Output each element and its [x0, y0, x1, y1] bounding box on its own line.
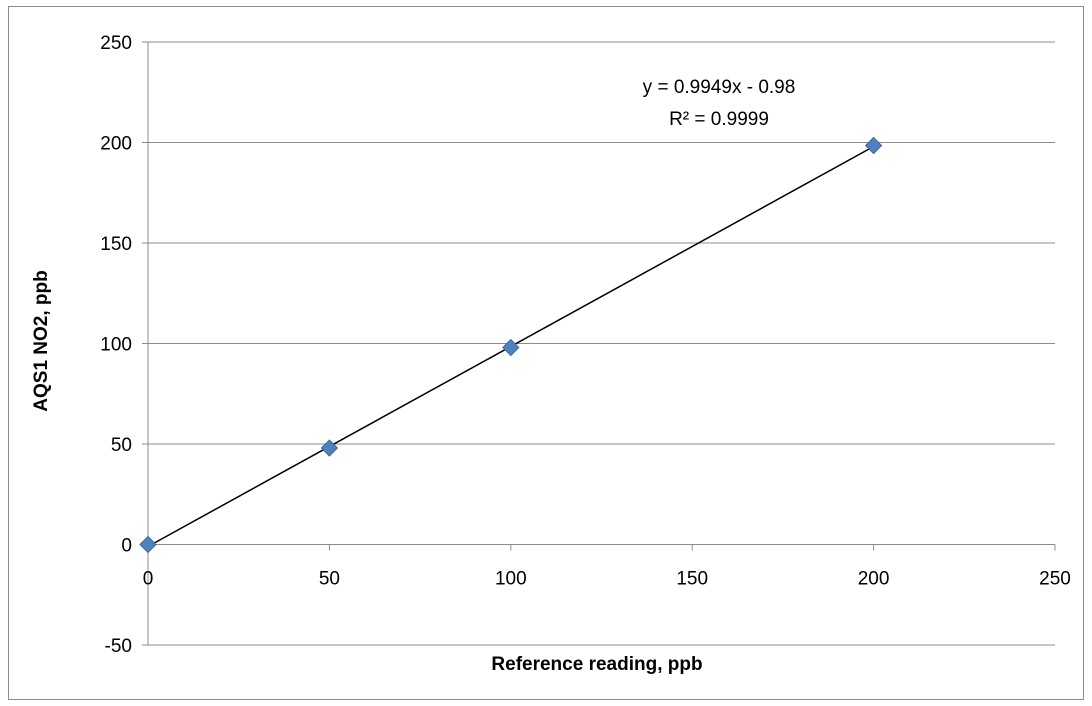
- data-point-marker: [320, 439, 339, 457]
- scatter-chart: -50 0 50 100 150 200 250 0 50 100 150 200 250 Refere…: [31, 33, 1071, 675]
- x-tick-label: 150: [676, 569, 708, 590]
- y-tick-label: 150: [100, 234, 132, 255]
- data-points: [139, 136, 883, 554]
- data-point-marker: [502, 338, 520, 357]
- x-tick-label: 200: [858, 569, 890, 590]
- y-tick-label: 100: [100, 335, 132, 356]
- gridlines: [148, 41, 1055, 646]
- trendline-r-squared: R² = 0.9999: [669, 109, 769, 130]
- y-tick-label: 250: [100, 33, 132, 54]
- x-tick-label: 0: [143, 569, 154, 590]
- x-tick-label: 100: [495, 569, 527, 590]
- x-tick-label: 50: [319, 569, 340, 590]
- tick-labels: -50 0 50 100 150 200 250 0 50 100 150 200 250: [100, 33, 1071, 657]
- y-tick-label: 0: [121, 536, 132, 557]
- y-tick-label: 200: [100, 134, 132, 155]
- x-tick-label: 250: [1039, 569, 1071, 590]
- data-point-marker: [139, 535, 157, 554]
- data-point-marker: [864, 136, 883, 155]
- trendline-equation: y = 0.9949x - 0.98: [643, 77, 796, 98]
- y-axis-title: AQS1 NO2, ppb: [31, 270, 52, 411]
- x-axis-title: Reference reading, ppb: [491, 654, 702, 675]
- chart-frame: -50 0 50 100 150 200 250 0 50 100 150 200 250 Refere…: [8, 6, 1084, 700]
- y-tick-label: 50: [111, 435, 132, 456]
- y-tick-label: -50: [105, 636, 132, 657]
